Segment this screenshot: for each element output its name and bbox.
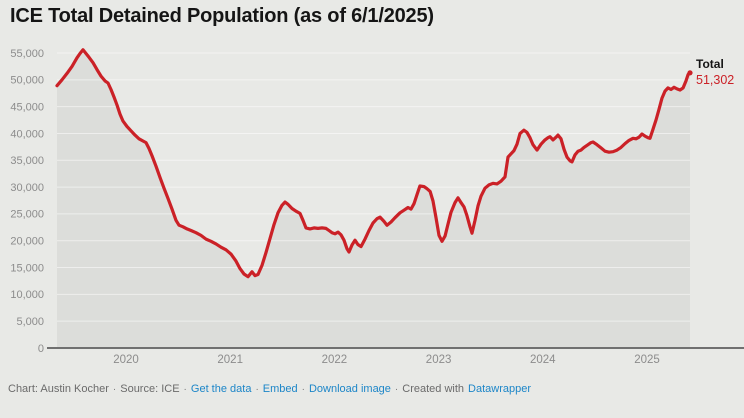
y-axis-label: 15,000 (10, 262, 44, 274)
line-end-marker (687, 70, 693, 76)
created-with-text: Created with (402, 383, 465, 395)
x-axis-label: 2023 (426, 354, 452, 366)
x-axis-label: 2020 (113, 354, 139, 366)
dot-separator: · (112, 383, 117, 395)
dot-separator: · (301, 383, 305, 395)
x-axis-label: 2024 (530, 354, 556, 366)
x-axis-label: 2022 (322, 354, 348, 366)
y-axis-label: 50,000 (10, 75, 44, 87)
end-of-line-label: Total 51,302 (696, 57, 734, 88)
chart-title: ICE Total Detained Population (as of 6/1… (10, 5, 434, 27)
x-axis-label: 2021 (217, 354, 243, 366)
x-axis-label: 2025 (634, 354, 660, 366)
y-axis-label: 40,000 (10, 128, 44, 140)
footer-source: Source: ICE (120, 383, 180, 395)
get-the-data-link[interactable]: Get the data (190, 383, 252, 395)
series-name-label: Total (696, 57, 724, 71)
datawrapper-link[interactable]: Datawrapper (468, 383, 532, 395)
area-fill (57, 49, 690, 349)
series-current-value: 51,302 (696, 73, 735, 87)
download-image-link[interactable]: Download image (308, 383, 391, 395)
y-axis-label: 0 (38, 343, 44, 355)
y-axis-label: 10,000 (10, 289, 44, 301)
y-axis-label: 30,000 (10, 182, 44, 194)
y-axis-label: 35,000 (10, 155, 44, 167)
dot-separator: · (183, 383, 187, 395)
y-axis-label: 25,000 (10, 209, 44, 221)
dot-separator: · (255, 383, 259, 395)
y-axis-label: 5,000 (16, 316, 44, 328)
line-chart: 0 5,000 10,000 15,000 20,000 25,000 30,000 35,0… (10, 48, 744, 366)
y-axis-label: 20,000 (10, 236, 44, 248)
embed-link[interactable]: Embed (262, 383, 298, 395)
y-axis-label: 55,000 (10, 48, 44, 60)
footer: Chart: Austin Kocher · Source: ICE · Get… (8, 383, 744, 395)
y-axis-label: 45,000 (10, 101, 44, 113)
dot-separator: · (394, 383, 399, 395)
detained-population-line (55, 48, 692, 279)
footer-credit: Chart: Austin Kocher (8, 383, 109, 395)
